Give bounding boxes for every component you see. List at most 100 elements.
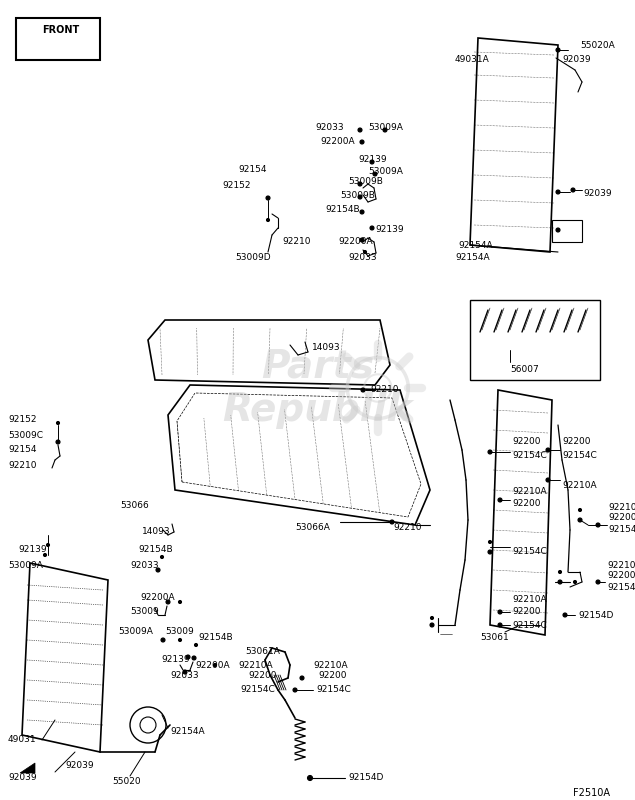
Text: 92039: 92039 xyxy=(8,774,37,782)
Circle shape xyxy=(46,543,50,546)
Circle shape xyxy=(363,250,366,254)
Text: 92154A: 92154A xyxy=(170,727,204,737)
Circle shape xyxy=(578,509,582,511)
Text: 92033: 92033 xyxy=(315,122,344,131)
Circle shape xyxy=(358,182,362,186)
Circle shape xyxy=(498,498,502,502)
Circle shape xyxy=(488,550,492,554)
Text: 92200A: 92200A xyxy=(140,594,175,602)
Text: 53009A: 53009A xyxy=(368,122,403,131)
Text: 92200A: 92200A xyxy=(320,138,354,146)
Text: 92154: 92154 xyxy=(238,166,267,174)
Text: 92033: 92033 xyxy=(130,561,159,570)
Text: 92154: 92154 xyxy=(8,446,36,454)
Circle shape xyxy=(556,190,560,194)
Circle shape xyxy=(293,688,297,692)
Text: 55020A: 55020A xyxy=(580,41,615,50)
Circle shape xyxy=(488,541,491,543)
Text: 92154D: 92154D xyxy=(578,610,613,619)
Text: 92210A: 92210A xyxy=(238,661,272,670)
Text: 49031A: 49031A xyxy=(455,55,490,65)
Circle shape xyxy=(360,140,364,144)
Circle shape xyxy=(192,656,196,660)
Text: 92200: 92200 xyxy=(608,514,635,522)
Circle shape xyxy=(498,610,502,614)
Text: 92139: 92139 xyxy=(161,655,190,665)
Circle shape xyxy=(563,613,567,617)
Text: 92154A: 92154A xyxy=(455,253,490,262)
Circle shape xyxy=(360,238,364,242)
Text: 14093: 14093 xyxy=(312,343,340,353)
Circle shape xyxy=(361,388,365,392)
Circle shape xyxy=(571,188,575,192)
Text: Parts
Republik: Parts Republik xyxy=(222,347,413,429)
Circle shape xyxy=(383,128,387,132)
Circle shape xyxy=(358,128,362,132)
Circle shape xyxy=(573,581,577,583)
Text: 92200: 92200 xyxy=(512,607,540,617)
Circle shape xyxy=(390,520,394,524)
Text: 92200: 92200 xyxy=(607,570,635,579)
Text: 92210: 92210 xyxy=(8,461,36,470)
Text: 53009A: 53009A xyxy=(118,627,153,637)
Text: 92033: 92033 xyxy=(170,670,199,679)
Text: 92200: 92200 xyxy=(318,671,347,681)
Circle shape xyxy=(546,478,550,482)
Text: 49031: 49031 xyxy=(8,735,37,745)
Circle shape xyxy=(213,663,217,666)
Circle shape xyxy=(578,518,582,522)
Circle shape xyxy=(360,210,364,214)
Text: 92139: 92139 xyxy=(358,155,387,165)
Circle shape xyxy=(556,48,560,52)
Circle shape xyxy=(44,554,46,557)
Text: 92033: 92033 xyxy=(348,253,377,262)
Circle shape xyxy=(57,422,60,425)
Text: 92139: 92139 xyxy=(375,226,404,234)
Text: 53066A: 53066A xyxy=(295,523,330,533)
Circle shape xyxy=(178,601,182,603)
Text: 92210A: 92210A xyxy=(512,595,547,605)
Text: F2510A: F2510A xyxy=(573,788,610,798)
Circle shape xyxy=(558,580,562,584)
Circle shape xyxy=(178,638,182,642)
Text: 92154B: 92154B xyxy=(325,206,359,214)
Text: 92039: 92039 xyxy=(65,761,93,770)
Text: 92210A: 92210A xyxy=(562,481,597,490)
Text: 92154C: 92154C xyxy=(512,547,547,557)
Text: 92039: 92039 xyxy=(583,189,612,198)
Circle shape xyxy=(358,195,362,199)
Text: 53009A: 53009A xyxy=(8,561,43,570)
Text: 92154C: 92154C xyxy=(607,582,635,591)
Text: 53061: 53061 xyxy=(480,634,509,642)
Text: 92210: 92210 xyxy=(370,386,399,394)
Text: 92200: 92200 xyxy=(562,438,591,446)
Text: 14093: 14093 xyxy=(142,527,171,537)
Text: 92200: 92200 xyxy=(512,438,540,446)
Text: 92152: 92152 xyxy=(222,181,250,190)
Circle shape xyxy=(596,580,600,584)
Text: 55020: 55020 xyxy=(112,778,140,786)
Text: 53009C: 53009C xyxy=(8,430,43,439)
Circle shape xyxy=(161,555,163,558)
Text: 53009B: 53009B xyxy=(348,178,383,186)
Circle shape xyxy=(156,568,160,572)
Text: 92154C: 92154C xyxy=(608,526,635,534)
Circle shape xyxy=(307,775,312,781)
Circle shape xyxy=(498,623,502,627)
Circle shape xyxy=(183,670,187,674)
Circle shape xyxy=(267,218,269,222)
Text: 92154C: 92154C xyxy=(512,621,547,630)
Circle shape xyxy=(186,655,190,659)
Polygon shape xyxy=(20,763,35,773)
Text: 53009B: 53009B xyxy=(340,190,375,199)
Circle shape xyxy=(431,617,434,619)
Text: 92154B: 92154B xyxy=(138,546,173,554)
Circle shape xyxy=(161,638,165,642)
Text: 92154B: 92154B xyxy=(198,634,232,642)
Circle shape xyxy=(194,643,197,646)
Text: 92210A: 92210A xyxy=(313,661,347,670)
Text: 92210: 92210 xyxy=(282,238,311,246)
Text: 92154A: 92154A xyxy=(458,241,493,250)
Circle shape xyxy=(556,228,560,232)
Text: 92154C: 92154C xyxy=(562,450,597,459)
